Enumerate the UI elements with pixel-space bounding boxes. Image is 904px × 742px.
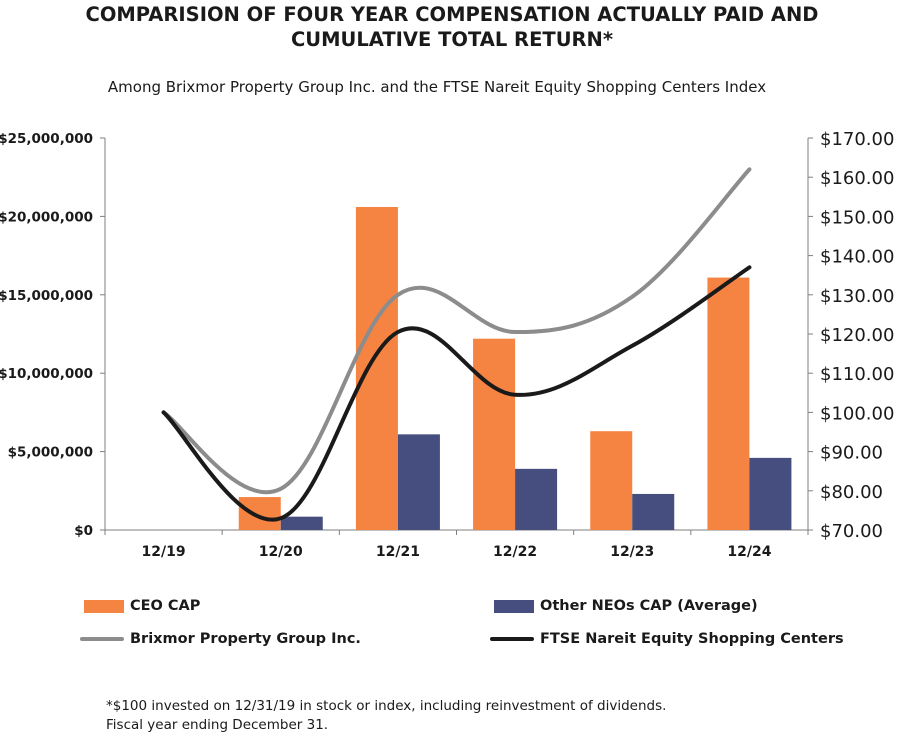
legend-label-other-neos-cap: Other NEOs CAP (Average) (540, 598, 758, 614)
right-tick-label: $90.00 (820, 443, 883, 464)
left-tick-label: $5,000,000 (8, 445, 93, 461)
combo-chart: $0 $5,000,000 $10,000,000 $15,000,000 $20,00… (0, 129, 894, 560)
x-tick-label: 12/24 (727, 544, 771, 560)
x-tick-label: 12/21 (376, 544, 420, 560)
bar-other-neos-cap-average (515, 468, 558, 530)
bar-other-neos-cap-average (280, 516, 323, 530)
left-tick-label: $25,000,000 (0, 131, 93, 147)
left-tick-label: $20,000,000 (0, 209, 93, 225)
chart-subtitle: Among Brixmor Property Group Inc. and th… (107, 78, 767, 96)
right-tick-label: $80.00 (820, 482, 883, 503)
left-tick-label: $15,000,000 (0, 288, 93, 304)
legend-item-brixmor: Brixmor Property Group Inc. (80, 631, 361, 647)
right-tick-label: $170.00 (820, 129, 894, 150)
legend-swatch-ftse (490, 637, 534, 641)
chart-title-line-2: CUMULATIVE TOTAL RETURN* (290, 28, 614, 51)
legend-swatch-brixmor (80, 637, 124, 641)
bar-other-neos-cap-average (632, 493, 675, 530)
bar-ceo-cap (590, 431, 633, 530)
chart-title: COMPARISION OF FOUR YEAR COMPENSATION AC… (0, 2, 904, 52)
bar-ceo-cap (707, 277, 750, 530)
bar-ceo-cap (238, 497, 281, 530)
legend-label-ftse: FTSE Nareit Equity Shopping Centers (540, 631, 844, 647)
bar-other-neos-cap-average (749, 457, 792, 530)
legend-swatch-ceo-cap (84, 599, 124, 613)
right-tick-label: $120.00 (820, 325, 894, 346)
right-tick-label: $140.00 (820, 247, 894, 268)
left-tick-label: $10,000,000 (0, 366, 93, 382)
right-tick-label: $130.00 (820, 286, 894, 307)
chart-title-line-1: COMPARISION OF FOUR YEAR COMPENSATION AC… (85, 3, 819, 26)
right-tick-label: $100.00 (820, 403, 894, 424)
bar-ceo-cap (473, 338, 516, 530)
right-tick-label: $150.00 (820, 207, 894, 228)
x-tick-label: 12/22 (493, 544, 537, 560)
footnote-line-2: Fiscal year ending December 31. (106, 717, 329, 733)
x-tick-label: 12/19 (142, 544, 186, 560)
legend-item-ceo-cap: CEO CAP (84, 598, 200, 614)
legend-label-ceo-cap: CEO CAP (130, 598, 201, 614)
bar-ceo-cap (355, 206, 398, 530)
line-brixmor-property-group-inc (161, 167, 752, 494)
footnote-line-1: *$100 invested on 12/31/19 in stock or i… (106, 698, 667, 714)
right-tick-label: $160.00 (820, 168, 894, 189)
x-tick-label: 12/20 (259, 544, 303, 560)
bar-other-neos-cap-average (397, 434, 440, 530)
x-tick-label: 12/23 (610, 544, 654, 560)
legend-item-other-neos-cap: Other NEOs CAP (Average) (494, 598, 758, 614)
legend-swatch-other-neos-cap (494, 599, 534, 613)
left-tick-label: $0 (74, 523, 93, 539)
line-ftse-nareit-equity-shopping-centers (161, 265, 752, 522)
legend-label-brixmor: Brixmor Property Group Inc. (130, 631, 361, 647)
right-tick-label: $110.00 (820, 364, 894, 385)
legend-item-ftse: FTSE Nareit Equity Shopping Centers (490, 631, 844, 647)
right-tick-label: $70.00 (820, 521, 883, 542)
footnote: *$100 invested on 12/31/19 in stock or i… (106, 697, 666, 735)
